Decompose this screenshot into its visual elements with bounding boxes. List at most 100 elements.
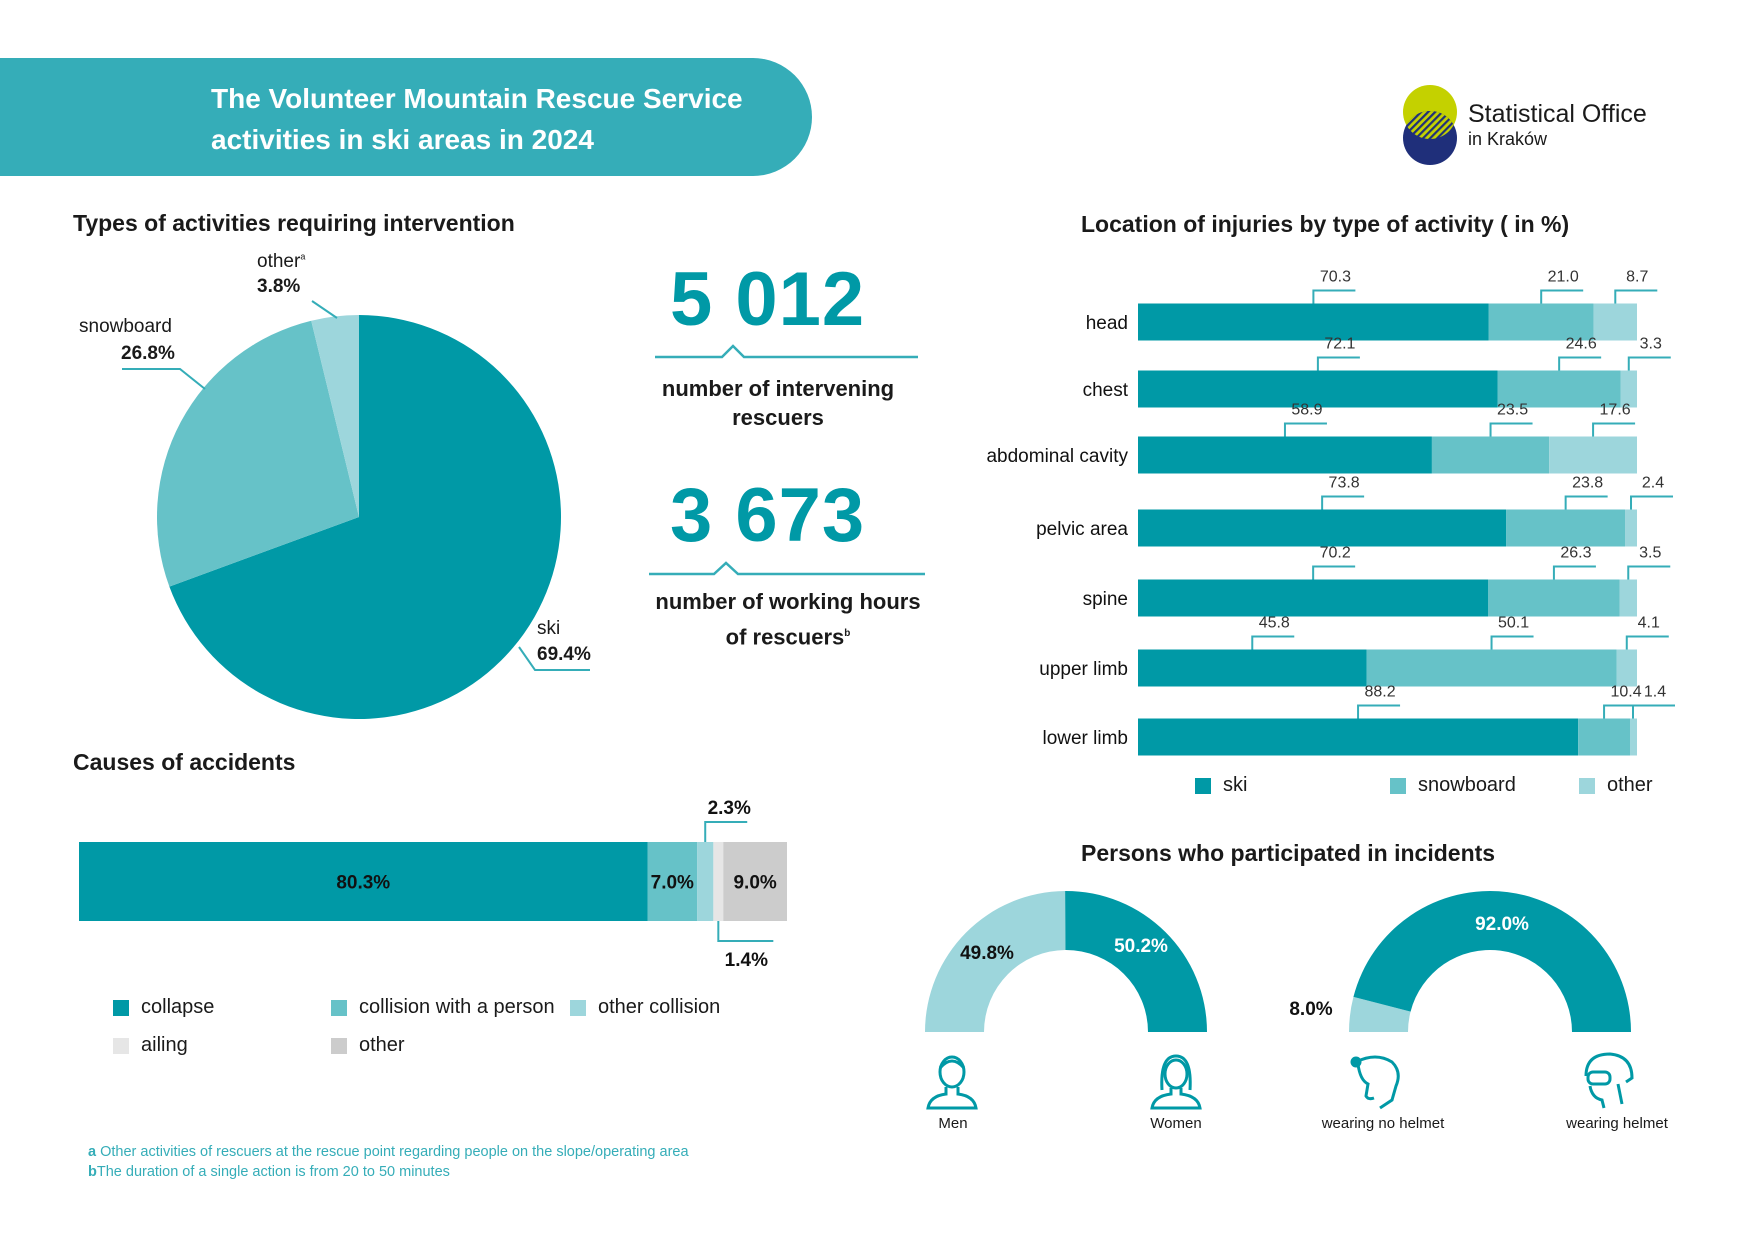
leader-line — [1357, 704, 1401, 719]
value-label: 73.8 — [1329, 475, 1360, 492]
bar-segment-snowboard — [1488, 303, 1594, 341]
donut-value-label: 92.0% — [1475, 914, 1529, 935]
head-without-helmet-icon — [1350, 1055, 1400, 1110]
donut-value-label: 49.8% — [960, 943, 1014, 964]
wearing-helmet-label: wearing helmet — [1566, 1115, 1668, 1132]
women-label: Women — [1150, 1115, 1202, 1132]
working-hours-caption: number of working hours of rescuersb — [655, 589, 921, 650]
logo-text: Statistical Office in Kraków — [1468, 100, 1647, 150]
footnotes: a Other activities of rescuers at the re… — [88, 1142, 689, 1182]
activity-pie-chart — [122, 300, 590, 719]
leader-line — [1321, 495, 1365, 510]
leader-line — [1312, 289, 1356, 304]
leader-line-other — [311, 300, 338, 319]
bar-segment-ski — [1138, 718, 1579, 756]
leader-line — [1592, 422, 1636, 437]
value-label: 45.8 — [1259, 615, 1290, 632]
injuries-stacked-bar-chart: head 70.3 21.0 8.7 chest 72.1 24.6 3.3 abdominal… — [986, 269, 1675, 756]
legend-other-activity: other — [1579, 774, 1653, 797]
pie-label-snowboard: snowboard — [79, 316, 172, 337]
bar-segment-other — [1625, 509, 1637, 547]
legend-other: other — [331, 1034, 405, 1057]
value-label: 2.4 — [1642, 475, 1664, 492]
leader-line — [1627, 356, 1671, 371]
bar-segment-ski — [1138, 649, 1367, 687]
bar-segment-ski — [1138, 579, 1489, 617]
bar-segment-snowboard — [1497, 370, 1621, 408]
legend-snowboard: snowboard — [1390, 774, 1516, 797]
bar-segment-snowboard — [1366, 649, 1617, 687]
bar-segment-other — [1616, 649, 1637, 687]
value-label: 3.3 — [1640, 336, 1662, 353]
bar-segment-other-collision — [697, 842, 714, 921]
bar-segment-snowboard — [1488, 579, 1620, 617]
title-line-2: activities in ski areas in 2024 — [211, 124, 594, 155]
value-label-ailing: 1.4% — [725, 950, 768, 971]
bar-segment-other — [1593, 303, 1637, 341]
value-label: 24.6 — [1566, 336, 1597, 353]
category-label: spine — [1083, 589, 1128, 610]
value-label: 3.5 — [1639, 545, 1661, 562]
value-label: 72.1 — [1324, 336, 1355, 353]
bar-segment-snowboard — [1506, 509, 1626, 547]
value-label-collision-with-a-person: 7.0% — [651, 873, 694, 894]
bar-segment-ski — [1138, 436, 1432, 474]
legend-other-collision: other collision — [570, 996, 720, 1019]
bar-segment-snowboard — [1431, 436, 1550, 474]
causes-chart-title: Causes of accidents — [73, 749, 296, 775]
pie-value-other: 3.8% — [257, 276, 301, 297]
leader-line-other-collision — [704, 821, 748, 842]
value-label: 8.7 — [1626, 269, 1648, 286]
pie-chart-title: Types of activities requiring interventi… — [73, 210, 515, 236]
value-label: 70.3 — [1320, 269, 1351, 286]
man-icon — [926, 1055, 978, 1110]
logo-line-1: Statistical Office — [1468, 100, 1647, 128]
value-label: 58.9 — [1291, 402, 1322, 419]
bar-segment-collapse — [79, 842, 648, 921]
donut-segment-Men — [925, 891, 1066, 1032]
bar-segment-ailing — [713, 842, 724, 921]
legend-ailing: ailing — [113, 1034, 188, 1057]
bar-segment-ski — [1138, 303, 1489, 341]
leader-line — [1564, 495, 1608, 510]
value-label: 17.6 — [1600, 402, 1631, 419]
rescuers-caption: number of intervening rescuers — [661, 376, 895, 430]
donut-value-label: 8.0% — [1289, 999, 1332, 1020]
statistical-office-logo-icon — [1400, 82, 1480, 168]
causes-legend: collapse collision with a person other c… — [113, 996, 813, 1076]
leader-line — [1625, 635, 1669, 650]
value-label: 50.1 — [1498, 615, 1529, 632]
woman-icon — [1150, 1054, 1202, 1110]
value-label: 1.4 — [1644, 684, 1666, 701]
value-label-collapse: 80.3% — [336, 873, 390, 894]
logo-line-2: in Kraków — [1468, 129, 1548, 149]
leader-line — [1540, 289, 1584, 304]
value-label-other: 9.0% — [733, 873, 776, 894]
pie-label-ski: ski — [537, 618, 561, 639]
persons-chart-title: Persons who participated in incidents — [1081, 840, 1496, 866]
value-label-other-collision: 2.3% — [708, 798, 751, 819]
leader-line — [1603, 704, 1647, 719]
men-label: Men — [938, 1115, 968, 1132]
category-label: abdominal cavity — [986, 446, 1128, 467]
leader-line — [1312, 565, 1356, 580]
donut-segment-wearing-no-helmet — [1349, 996, 1411, 1032]
persons-half-donuts: 49.8% 50.2% 8.0% 92.0% — [925, 890, 1631, 1032]
bar-segment-other — [1630, 718, 1637, 756]
wearing-no-helmet-label: wearing no helmet — [1321, 1115, 1445, 1132]
title-banner — [0, 58, 812, 176]
leader-line — [1632, 704, 1675, 719]
value-label: 88.2 — [1364, 684, 1395, 701]
legend-collision-with-a-person: collision with a person — [331, 996, 555, 1019]
leader-line — [1316, 356, 1360, 371]
pie-slice-snowboard — [157, 320, 359, 587]
leader-line-snowboard — [122, 368, 206, 390]
injuries-chart-title: Location of injuries by type of activity… — [1081, 211, 1570, 237]
value-label: 10.4 — [1610, 684, 1641, 701]
leader-line — [1489, 422, 1533, 437]
leader-line — [1251, 635, 1295, 650]
pie-slice-other — [311, 315, 359, 517]
pie-slice-ski — [169, 315, 562, 719]
donut-segment-Women — [1065, 891, 1207, 1032]
value-label: 23.8 — [1572, 475, 1603, 492]
